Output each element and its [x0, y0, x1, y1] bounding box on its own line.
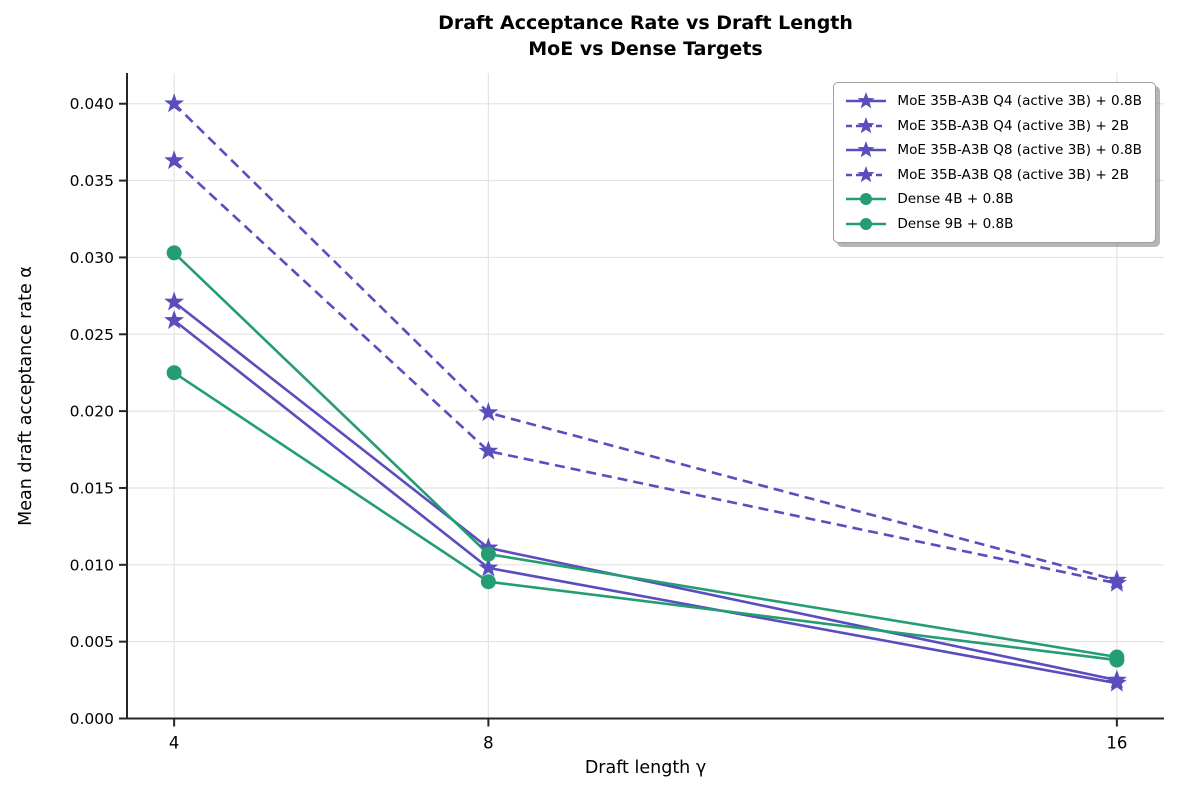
- legend: MoE 35B-A3B Q4 (active 3B) + 0.8B MoE 35B…: [833, 82, 1156, 243]
- chart-title-line1: Draft Acceptance Rate vs Draft Length: [438, 12, 853, 34]
- legend-circle-marker: [860, 193, 873, 205]
- legend-swatch: [846, 193, 887, 205]
- data-point-star: [164, 291, 185, 311]
- series-line-0: [173, 300, 1118, 682]
- legend-star-marker: [857, 116, 875, 133]
- y-tick-label: 0.040: [70, 95, 114, 113]
- axes: 0.000 0.005 0.010 0.015 0.020 0.025 0.030 0.035…: [70, 73, 1164, 753]
- legend-swatch: [846, 92, 887, 109]
- chart-title-line2: MoE vs Dense Targets: [528, 38, 763, 61]
- legend-star-marker: [857, 92, 875, 109]
- legend-circle-marker: [860, 217, 873, 230]
- y-tick-label: 0.010: [70, 556, 114, 574]
- legend-swatch: [846, 116, 887, 133]
- legend-star-marker: [857, 141, 875, 158]
- y-tick-label: 0.030: [70, 249, 114, 267]
- x-tick-label: 8: [483, 734, 494, 753]
- data-point-star: [1106, 572, 1127, 592]
- data-point-star: [478, 440, 499, 460]
- data-point-star: [164, 150, 185, 170]
- x-tick-label: 16: [1106, 734, 1127, 753]
- y-tick-label: 0.005: [70, 633, 114, 651]
- legend-swatch: [846, 217, 887, 230]
- legend-label: MoE 35B-A3B Q8 (active 3B) + 0.8B: [897, 142, 1142, 158]
- legend-star-marker: [857, 165, 875, 182]
- legend-label: Dense 4B + 0.8B: [897, 191, 1014, 207]
- legend-item: MoE 35B-A3B Q8 (active 3B) + 0.8B: [844, 140, 1142, 160]
- y-tick-label: 0.015: [70, 479, 114, 497]
- series-line-3: [173, 159, 1118, 585]
- data-point-circle: [480, 574, 496, 590]
- data-point-circle: [480, 546, 496, 562]
- legend-label: MoE 35B-A3B Q4 (active 3B) + 0.8B: [897, 93, 1142, 109]
- legend-item: Dense 9B + 0.8B: [844, 214, 1142, 234]
- series-line-5: [173, 371, 1118, 662]
- legend-label: Dense 9B + 0.8B: [897, 215, 1014, 232]
- data-point-star: [164, 93, 185, 113]
- y-tick-label: 0.000: [70, 710, 114, 728]
- data-point-star: [1106, 672, 1127, 692]
- series-line-2: [173, 319, 1118, 685]
- legend-label: MoE 35B-A3B Q4 (active 3B) + 2B: [897, 117, 1130, 134]
- legend-item: MoE 35B-A3B Q4 (active 3B) + 0.8B: [844, 91, 1142, 111]
- legend-swatch: [846, 165, 887, 182]
- legend-item: MoE 35B-A3B Q8 (active 3B) + 2B: [844, 165, 1142, 185]
- legend-label: MoE 35B-A3B Q8 (active 3B) + 2B: [897, 166, 1130, 183]
- y-tick-label: 0.020: [70, 403, 114, 421]
- y-tick-label: 0.025: [70, 326, 114, 344]
- series-markers: [164, 93, 1127, 692]
- y-tick-label: 0.035: [70, 172, 114, 190]
- data-point-star: [164, 309, 185, 329]
- data-point-star: [478, 557, 499, 577]
- data-point-star: [478, 402, 499, 422]
- legend-item: MoE 35B-A3B Q4 (active 3B) + 2B: [844, 116, 1142, 136]
- data-point-circle: [166, 245, 182, 261]
- x-tick-label: 4: [169, 734, 180, 753]
- legend-item: Dense 4B + 0.8B: [844, 189, 1142, 209]
- data-point-circle: [166, 365, 182, 381]
- x-axis-label: Draft length γ: [584, 758, 707, 778]
- legend-swatch: [846, 141, 887, 158]
- data-point-circle: [1109, 652, 1125, 668]
- y-axis-label: Mean draft acceptance rate α: [16, 266, 36, 526]
- chart-title: Draft Acceptance Rate vs Draft Length Mo…: [127, 10, 1164, 62]
